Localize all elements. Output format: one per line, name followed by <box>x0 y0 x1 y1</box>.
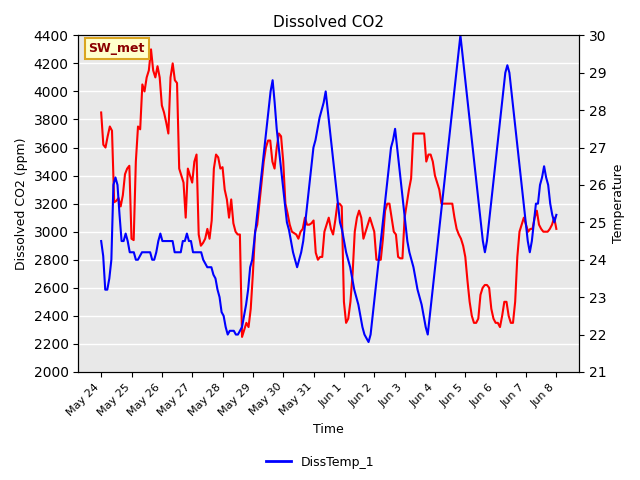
Legend: DissTemp_1: DissTemp_1 <box>260 451 380 474</box>
Text: SW_met: SW_met <box>88 42 145 55</box>
Title: Dissolved CO2: Dissolved CO2 <box>273 15 384 30</box>
Y-axis label: Temperature: Temperature <box>612 164 625 243</box>
X-axis label: Time: Time <box>314 423 344 436</box>
Y-axis label: Dissolved CO2 (ppm): Dissolved CO2 (ppm) <box>15 137 28 270</box>
